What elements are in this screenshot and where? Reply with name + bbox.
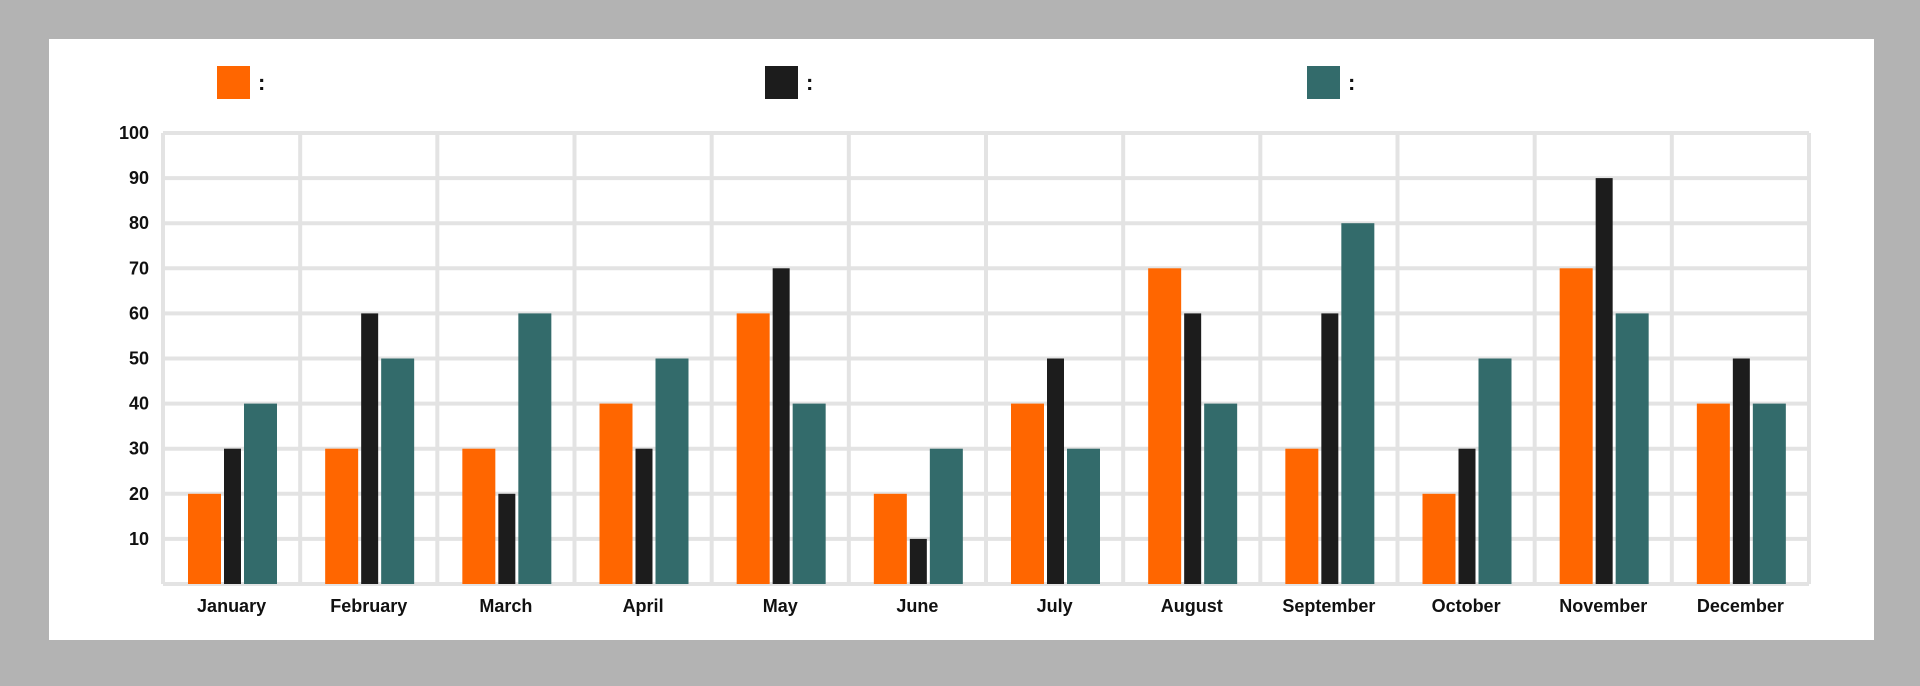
bar-july-series-2 <box>1047 358 1064 584</box>
chart-panel: January February March April May June July Augu… <box>49 39 1874 640</box>
bar-february-series-2 <box>361 313 379 584</box>
y-tick-label: 40 <box>129 394 149 414</box>
bar-june-series-1 <box>873 493 907 584</box>
y-tick-label: 30 <box>129 439 149 459</box>
bar-december-series-1 <box>1696 403 1730 584</box>
x-tick-label: October <box>1432 596 1501 616</box>
bar-january-series-1 <box>188 493 221 584</box>
x-tick-label: April <box>623 596 664 616</box>
bar-august-series-3 <box>1204 403 1238 584</box>
legend-item-1: : <box>217 66 265 99</box>
bar-november-series-2 <box>1595 178 1613 584</box>
x-tick-label: May <box>763 596 798 616</box>
y-tick-label: 60 <box>129 303 149 323</box>
bar-october-series-2 <box>1458 448 1476 584</box>
bar-november-series-1 <box>1559 268 1593 584</box>
bar-january-series-3 <box>244 403 277 584</box>
bar-may-series-3 <box>792 403 826 584</box>
bar-march-series-2 <box>498 493 516 584</box>
bars <box>188 178 1786 584</box>
bar-may-series-1 <box>736 313 770 584</box>
legend-swatch <box>1307 66 1340 99</box>
x-tick-label: November <box>1559 596 1647 616</box>
x-tick-label: August <box>1161 596 1223 616</box>
bar-february-series-3 <box>381 358 415 584</box>
y-tick-label: 100 <box>119 123 149 143</box>
y-tick-label: 50 <box>129 349 149 369</box>
bar-december-series-3 <box>1752 403 1786 584</box>
y-tick-label: 70 <box>129 258 149 278</box>
bar-chart: January February March April May June July Augu… <box>119 66 1811 616</box>
bar-march-series-1 <box>462 448 496 584</box>
x-tick-label: February <box>330 596 407 616</box>
bar-september-series-1 <box>1285 448 1319 584</box>
bar-april-series-1 <box>599 403 633 584</box>
y-tick-label: 10 <box>129 529 149 549</box>
x-tick-label: September <box>1282 596 1375 616</box>
bar-july-series-3 <box>1067 448 1100 584</box>
bar-june-series-3 <box>929 448 963 584</box>
bar-april-series-2 <box>635 448 653 584</box>
y-tick-label: 90 <box>129 168 149 188</box>
bar-may-series-2 <box>772 268 790 584</box>
legend-label: : <box>258 70 265 95</box>
bar-august-series-1 <box>1148 268 1182 584</box>
legend-swatch <box>217 66 250 99</box>
bar-january-series-2 <box>224 448 241 584</box>
bar-october-series-1 <box>1422 493 1456 584</box>
legend-label: : <box>806 70 813 95</box>
bar-september-series-2 <box>1321 313 1339 584</box>
x-tick-label: December <box>1697 596 1784 616</box>
x-tick-label: June <box>896 596 938 616</box>
x-tick-label: March <box>479 596 532 616</box>
bar-december-series-2 <box>1732 358 1750 584</box>
bar-august-series-2 <box>1184 313 1202 584</box>
y-tick-label: 20 <box>129 484 149 504</box>
bar-november-series-3 <box>1615 313 1649 584</box>
bar-september-series-3 <box>1341 223 1375 584</box>
y-tick-label: 80 <box>129 213 149 233</box>
bar-july-series-1 <box>1011 403 1044 584</box>
axis-labels: January February March April May June July Augu… <box>119 123 1784 616</box>
legend-item-3: : <box>1307 66 1355 99</box>
legend: ::: <box>217 66 1355 99</box>
bar-march-series-3 <box>518 313 552 584</box>
x-tick-label: January <box>197 596 266 616</box>
bar-june-series-2 <box>909 538 927 584</box>
bar-february-series-1 <box>325 448 359 584</box>
grid-lines <box>161 131 1811 586</box>
legend-swatch <box>765 66 798 99</box>
legend-item-2: : <box>765 66 813 99</box>
bar-october-series-3 <box>1478 358 1512 584</box>
bar-april-series-3 <box>655 358 689 584</box>
x-tick-label: July <box>1037 596 1073 616</box>
legend-label: : <box>1348 70 1355 95</box>
